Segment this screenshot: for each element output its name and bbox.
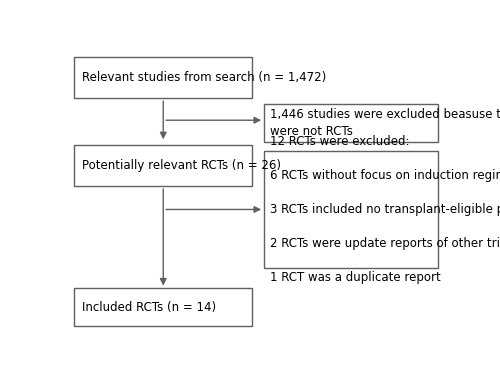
FancyBboxPatch shape [74, 288, 252, 326]
FancyBboxPatch shape [264, 104, 438, 142]
FancyBboxPatch shape [264, 151, 438, 268]
FancyBboxPatch shape [74, 57, 252, 98]
Text: Potentially relevant RCTs (n = 26): Potentially relevant RCTs (n = 26) [82, 159, 281, 172]
FancyBboxPatch shape [74, 145, 252, 186]
Text: Included RCTs (n = 14): Included RCTs (n = 14) [82, 301, 216, 314]
Text: Relevant studies from search (n = 1,472): Relevant studies from search (n = 1,472) [82, 71, 326, 84]
Text: 1,446 studies were excluded beasuse they
were not RCTs: 1,446 studies were excluded beasuse they… [270, 108, 500, 138]
Text: 12 RCTs were excluded:

6 RCTs without focus on induction regimens

3 RCTs inclu: 12 RCTs were excluded: 6 RCTs without fo… [270, 135, 500, 284]
